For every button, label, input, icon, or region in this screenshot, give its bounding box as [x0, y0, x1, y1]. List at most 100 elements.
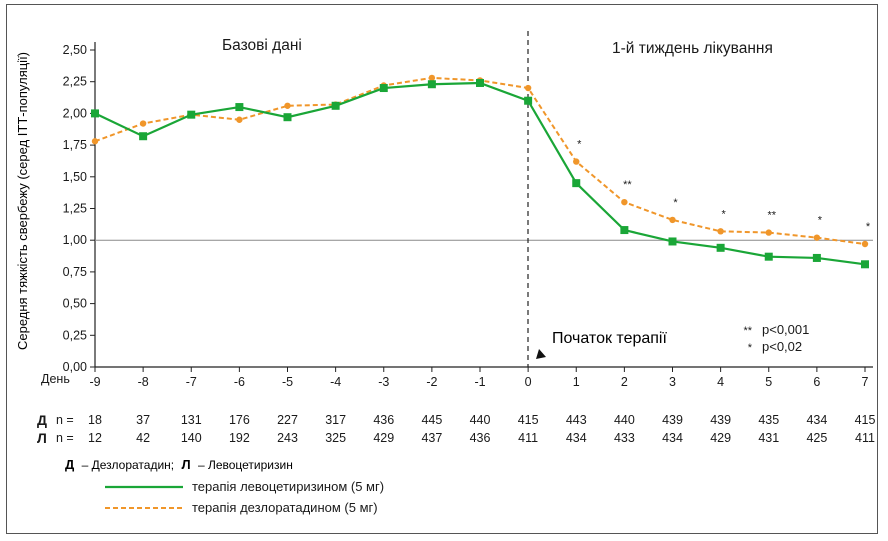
y-tick-label: 1,25 [63, 202, 87, 216]
point-desloratadine [621, 198, 628, 206]
n-row-desloratadine-value: 317 [325, 413, 346, 427]
point-levocetirizine [764, 252, 773, 261]
point-desloratadine [765, 229, 772, 236]
sig-legend-text: p<0,001 [762, 322, 809, 337]
n-row-levocetirizine-value: 42 [136, 431, 150, 445]
period-label-treatment: 1-й тиждень лікування [612, 40, 773, 57]
sig-legend-text: p<0,02 [762, 339, 802, 354]
n-row-levocetirizine-value: 429 [373, 431, 394, 445]
point-desloratadine [717, 228, 724, 235]
point-levocetirizine [187, 110, 196, 119]
significance-mark: ** [623, 179, 632, 191]
n-row-levocetirizine-value: 434 [662, 431, 683, 445]
therapy-start-label: Початок терапії [552, 330, 667, 347]
point-desloratadine [284, 102, 291, 109]
n-row-levocetirizine-value: 436 [470, 431, 491, 445]
legend-label-desloratadine: терапія дезлоратадином (5 мг) [192, 500, 378, 515]
point-desloratadine [428, 74, 436, 82]
significance-mark: * [818, 215, 823, 227]
abbrev-l: Л [181, 457, 190, 472]
point-levocetirizine [572, 179, 581, 188]
x-tick-label: -5 [282, 375, 293, 389]
x-tick-label: 2 [621, 375, 628, 389]
abbrev-legend: Д – Дезлоратадин; Л – Левоцетиризин [65, 457, 293, 472]
n-row-label: Л [37, 430, 47, 446]
x-axis-title: День [41, 372, 70, 386]
point-levocetirizine [379, 84, 388, 93]
n-row-levocetirizine-value: 437 [421, 431, 442, 445]
n-row-levocetirizine-value: 12 [88, 431, 102, 445]
y-tick-label: 0,25 [63, 328, 87, 342]
n-row-desloratadine-value: 443 [566, 413, 587, 427]
y-tick-label: 1,75 [63, 138, 87, 152]
series-layer [91, 74, 869, 269]
y-tick-label: 1,00 [63, 233, 87, 247]
point-desloratadine [573, 158, 580, 165]
sig-legend-mark: * [748, 342, 753, 354]
x-tick-label: 0 [525, 375, 532, 389]
point-levocetirizine [476, 78, 484, 87]
series-line-desloratadine [94, 76, 866, 245]
x-tick-label: -9 [89, 375, 100, 389]
significance-marks: ***** ** ** [577, 139, 871, 233]
n-row-desloratadine-value: 440 [614, 413, 635, 427]
point-levocetirizine [91, 109, 99, 118]
x-tick-labels: -9 -8 -7 -6 -5 -4 -3 -2 -1 0 1 2 3 4 5 6 7 [89, 375, 868, 389]
y-tick-label: 0,75 [63, 265, 87, 279]
point-desloratadine [861, 240, 869, 248]
y-tick-label: 2,50 [63, 43, 87, 57]
series-line-levocetirizine [94, 81, 866, 266]
n-label: n = [56, 413, 74, 427]
significance-mark: * [721, 208, 726, 220]
x-tick-label: -3 [378, 375, 389, 389]
point-levocetirizine [716, 243, 725, 252]
x-tick-label: 3 [669, 375, 676, 389]
x-tick-label: 7 [862, 375, 869, 389]
n-row-desloratadine-value: 131 [181, 413, 202, 427]
point-desloratadine [813, 234, 821, 241]
period-label-baseline: Базові дані [222, 37, 302, 54]
n-row-levocetirizine-value: 140 [181, 431, 202, 445]
point-levocetirizine [139, 132, 148, 141]
x-tick-label: 1 [573, 375, 580, 389]
n-label: n = [56, 431, 74, 445]
chart: Базові дані 1-й тиждень лікування Середн… [15, 31, 875, 515]
n-row-levocetirizine-value: 433 [614, 431, 635, 445]
significance-legend: ** p<0,001 * p<0,02 [743, 322, 809, 354]
n-row-desloratadine-value: 440 [470, 413, 491, 427]
abbrev-d: Д [65, 457, 75, 472]
x-tick-label: -1 [474, 375, 485, 389]
n-row-levocetirizine-value: 243 [277, 431, 298, 445]
x-tick-label: 5 [765, 375, 772, 389]
x-tick-label: -7 [186, 375, 197, 389]
n-row-levocetirizine-value: 429 [710, 431, 731, 445]
n-row-levocetirizine-value: 425 [806, 431, 827, 445]
point-levocetirizine [668, 237, 677, 246]
point-levocetirizine [812, 253, 821, 262]
n-row-levocetirizine-value: 431 [758, 431, 779, 445]
point-levocetirizine [620, 226, 629, 235]
n-row-desloratadine-value: 439 [710, 413, 731, 427]
n-row-desloratadine-value: 176 [229, 413, 250, 427]
n-row-levocetirizine-value: 411 [518, 431, 538, 445]
n-row-desloratadine-value: 415 [518, 413, 539, 427]
y-axis-title: Середня тяжкість свербежу (серед ІТТ-поп… [15, 52, 30, 350]
abbrev-l-text: – Левоцетиризин [198, 458, 293, 472]
n-row-levocetirizine-value: 411 [855, 431, 875, 445]
x-tick-label: -8 [138, 375, 149, 389]
significance-mark: * [673, 197, 678, 209]
y-tick-labels: 0,00 0,25 0,50 0,75 1,00 1,25 1,50 1,75 2,00 2,25… [63, 43, 87, 374]
y-tick-label: 1,50 [63, 170, 87, 184]
y-tick-label: 0,50 [63, 297, 87, 311]
point-levocetirizine [524, 96, 533, 105]
n-row-desloratadine-value: 18 [88, 413, 102, 427]
n-row-levocetirizine-value: 434 [566, 431, 587, 445]
x-tick-label: 6 [813, 375, 820, 389]
n-row-desloratadine-value: 435 [758, 413, 779, 427]
significance-mark: * [866, 221, 871, 233]
n-row-label: Д [37, 412, 47, 428]
y-axis-grid [90, 42, 873, 372]
therapy-start-arrow-icon [536, 349, 546, 359]
y-tick-label: 2,25 [63, 75, 87, 89]
